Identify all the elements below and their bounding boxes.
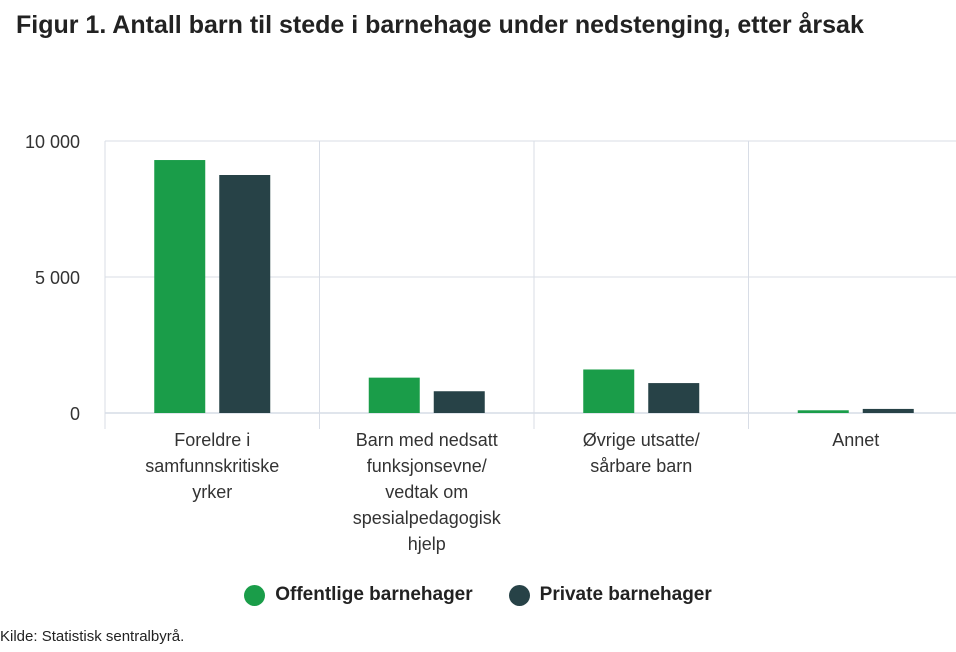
x-tick-label: yrker bbox=[192, 482, 232, 502]
x-tick-label: funksjonsevne/ bbox=[367, 456, 487, 476]
legend-label-private: Private barnehager bbox=[539, 584, 712, 605]
x-tick-label: spesialpedagogisk bbox=[353, 508, 502, 528]
legend-item-offentlige[interactable]: Offentlige barnehager bbox=[244, 584, 473, 606]
bar-offentlige bbox=[154, 160, 206, 413]
bar-private bbox=[648, 383, 700, 413]
x-tick-label: hjelp bbox=[408, 534, 446, 554]
source-note: Kilde: Statistisk sentralbyrå. bbox=[0, 628, 185, 645]
bar-chart: 0 5 000 10 000 Foreldre i samfunnskritiske yr… bbox=[25, 132, 956, 554]
x-tick-label: Øvrige utsatte/ bbox=[583, 430, 700, 450]
chart-title: Figur 1. Antall barn til stede i barneha… bbox=[16, 11, 864, 39]
x-tick-label: Barn med nedsatt bbox=[356, 430, 498, 450]
bar-offentlige bbox=[797, 410, 849, 413]
y-tick-label: 10 000 bbox=[25, 132, 80, 152]
bar-private bbox=[219, 175, 271, 413]
x-tick-label: Annet bbox=[832, 430, 879, 450]
legend-swatch-private bbox=[508, 584, 530, 606]
legend: Offentlige barnehager Private barnehager bbox=[0, 584, 956, 606]
x-tick-label: samfunnskritiske bbox=[145, 456, 279, 476]
x-tick-label: vedtak om bbox=[385, 482, 468, 502]
y-tick-label: 0 bbox=[70, 404, 80, 424]
bar-private bbox=[862, 408, 914, 413]
legend-swatch-offentlige bbox=[244, 584, 266, 606]
bar-private bbox=[433, 391, 485, 413]
y-tick-label: 5 000 bbox=[35, 268, 80, 288]
legend-label-offentlige: Offentlige barnehager bbox=[275, 584, 473, 605]
legend-item-private[interactable]: Private barnehager bbox=[508, 584, 712, 606]
bar-offentlige bbox=[583, 369, 635, 413]
x-tick-label: Foreldre i bbox=[174, 430, 250, 450]
x-tick-label: sårbare barn bbox=[590, 456, 692, 476]
bar-offentlige bbox=[368, 377, 420, 413]
